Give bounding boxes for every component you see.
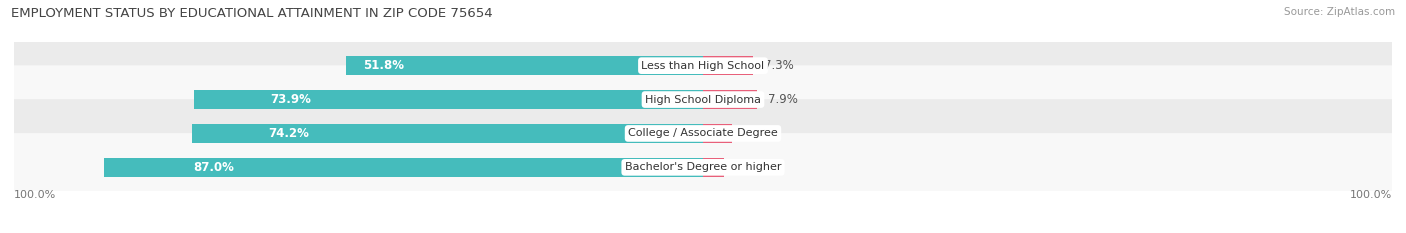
Text: 7.3%: 7.3% bbox=[763, 59, 793, 72]
Text: 51.8%: 51.8% bbox=[363, 59, 405, 72]
Bar bbox=[346, 56, 703, 75]
Bar bbox=[191, 124, 703, 143]
Text: 100.0%: 100.0% bbox=[14, 190, 56, 200]
Bar bbox=[706, 128, 728, 139]
Text: 100.0%: 100.0% bbox=[1350, 190, 1392, 200]
FancyBboxPatch shape bbox=[7, 65, 1399, 134]
Text: Bachelor's Degree or higher: Bachelor's Degree or higher bbox=[624, 162, 782, 172]
Bar bbox=[194, 90, 703, 109]
Text: 73.9%: 73.9% bbox=[270, 93, 311, 106]
Text: College / Associate Degree: College / Associate Degree bbox=[628, 128, 778, 138]
Text: 3.0%: 3.0% bbox=[734, 161, 763, 174]
Bar bbox=[703, 158, 724, 177]
Bar bbox=[703, 56, 754, 75]
Text: 4.2%: 4.2% bbox=[742, 127, 772, 140]
FancyBboxPatch shape bbox=[7, 133, 1399, 202]
Text: Less than High School: Less than High School bbox=[641, 61, 765, 71]
Bar bbox=[710, 94, 751, 105]
FancyBboxPatch shape bbox=[7, 31, 1399, 100]
FancyBboxPatch shape bbox=[7, 99, 1399, 168]
Bar bbox=[703, 124, 733, 143]
Bar bbox=[703, 90, 758, 109]
Bar bbox=[709, 60, 747, 71]
Text: 87.0%: 87.0% bbox=[194, 161, 235, 174]
Text: 7.9%: 7.9% bbox=[768, 93, 797, 106]
Bar bbox=[104, 158, 703, 177]
Text: Source: ZipAtlas.com: Source: ZipAtlas.com bbox=[1284, 7, 1395, 17]
Text: High School Diploma: High School Diploma bbox=[645, 95, 761, 105]
Text: 74.2%: 74.2% bbox=[269, 127, 309, 140]
Bar bbox=[706, 162, 721, 173]
Text: EMPLOYMENT STATUS BY EDUCATIONAL ATTAINMENT IN ZIP CODE 75654: EMPLOYMENT STATUS BY EDUCATIONAL ATTAINM… bbox=[11, 7, 494, 20]
